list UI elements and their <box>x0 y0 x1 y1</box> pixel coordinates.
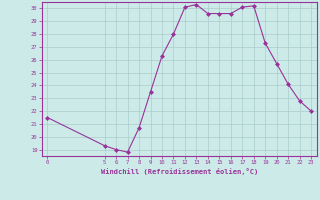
X-axis label: Windchill (Refroidissement éolien,°C): Windchill (Refroidissement éolien,°C) <box>100 168 258 175</box>
